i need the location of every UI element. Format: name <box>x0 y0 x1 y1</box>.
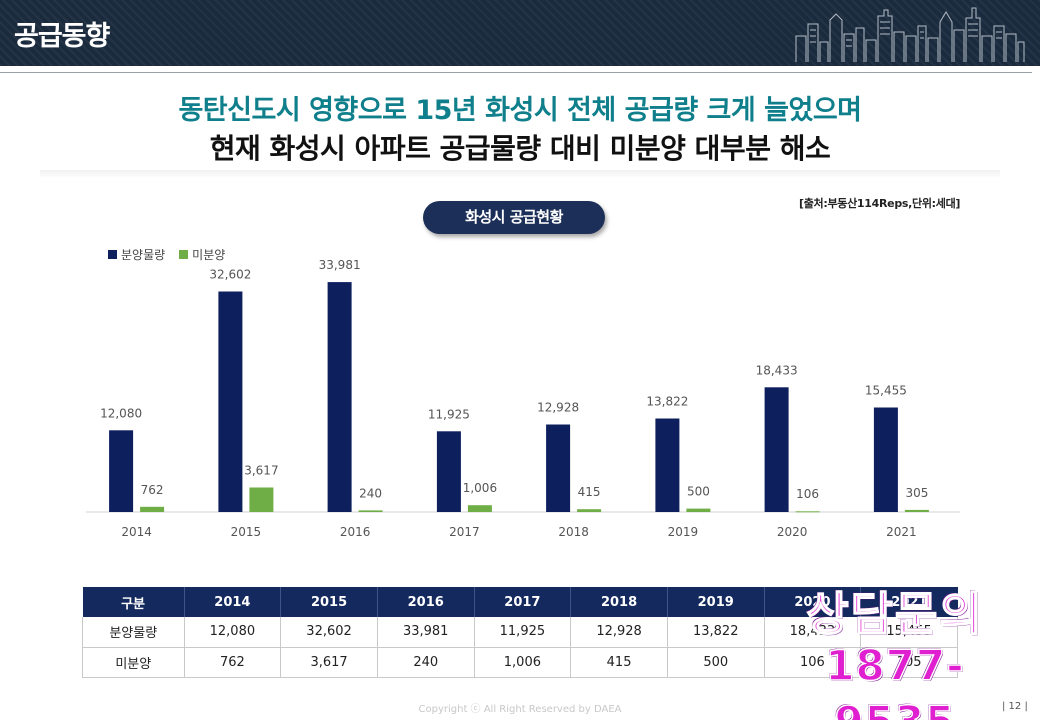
bar-supply-2019 <box>655 418 680 512</box>
legend-swatch-unsold <box>179 250 189 259</box>
table-header-cell: 2017 <box>474 587 572 617</box>
bar-unsold-2017 <box>467 505 492 512</box>
table-cell: 12,928 <box>570 617 668 648</box>
table-header-cell: 2021 <box>860 587 958 617</box>
page-number: | 12 | <box>1002 701 1028 712</box>
x-tick-label-2017: 2017 <box>449 525 480 539</box>
table-cell: 1,006 <box>474 647 572 678</box>
supply-bar-chart: 12,080 762 2014 32,602 3,617 2015 33,981 240 201… <box>86 258 960 539</box>
data-label-unsold-2015: 3,617 <box>244 464 278 478</box>
table-cell: 3,617 <box>280 647 378 678</box>
bar-unsold-2018 <box>577 509 602 512</box>
header-divider <box>0 72 1032 73</box>
data-label-supply-2016: 33,981 <box>319 258 361 272</box>
data-label-unsold-2018: 415 <box>578 485 601 499</box>
table-cell: 762 <box>184 647 282 678</box>
chart-legend: 분양물량 미분양 <box>108 246 239 263</box>
legend-label-supply: 분양물량 <box>121 248 166 262</box>
table-cell: 32,602 <box>280 617 378 648</box>
data-label-supply-2014: 12,080 <box>100 406 142 420</box>
skyline-illustration <box>795 7 1025 62</box>
page-title: 공급동향 <box>14 21 110 52</box>
table-header-cell: 2018 <box>570 587 668 617</box>
supply-data-table: 구분 2014 2015 2016 2017 2018 2019 2020 20… <box>82 587 958 678</box>
data-label-supply-2020: 18,433 <box>756 363 798 377</box>
header-bar: 공급동향 <box>0 0 1040 66</box>
bar-unsold-2021 <box>904 509 929 512</box>
table-cell: 18,433 <box>764 617 862 648</box>
bar-unsold-2014 <box>140 506 165 512</box>
data-label-unsold-2017: 1,006 <box>463 481 497 495</box>
data-label-supply-2018: 12,928 <box>537 401 579 415</box>
table-cell: 15,455 <box>860 617 958 648</box>
x-tick-label-2020: 2020 <box>777 525 808 539</box>
data-label-unsold-2016: 240 <box>359 486 382 500</box>
table-header-cell: 구분 <box>82 587 185 617</box>
bar-unsold-2020 <box>795 511 820 513</box>
table-header-cell: 2020 <box>764 587 862 617</box>
bar-supply-2015 <box>218 291 243 512</box>
table-header-cell: 2019 <box>667 587 765 617</box>
x-tick-label-2016: 2016 <box>340 525 371 539</box>
table-header-cell: 2016 <box>377 587 475 617</box>
table-cell: 33,981 <box>377 617 475 648</box>
table-header-row: 구분 2014 2015 2016 2017 2018 2019 2020 20… <box>82 587 958 617</box>
footer-copyright: Copyright ⓒ All Right Reserved by DAEA <box>418 704 622 715</box>
bar-unsold-2019 <box>686 508 711 512</box>
x-tick-label-2018: 2018 <box>558 525 589 539</box>
data-label-unsold-2021: 305 <box>905 486 928 500</box>
table-header-cell: 2014 <box>184 587 282 617</box>
data-label-supply-2015: 32,602 <box>209 268 251 282</box>
data-label-unsold-2020: 106 <box>796 487 819 501</box>
table-cell: 305 <box>860 647 958 678</box>
table-cell: 분양물량 <box>82 617 185 648</box>
data-label-supply-2021: 15,455 <box>865 384 907 398</box>
table-cell: 106 <box>764 647 862 678</box>
table-cell: 12,080 <box>184 617 282 648</box>
legend-label-unsold: 미분양 <box>192 248 226 262</box>
table-cell: 500 <box>667 647 765 678</box>
x-tick-label-2014: 2014 <box>121 525 152 539</box>
data-label-unsold-2014: 762 <box>141 483 164 497</box>
bar-supply-2017 <box>436 431 461 512</box>
data-label-supply-2019: 13,822 <box>646 395 688 409</box>
data-label-supply-2017: 11,925 <box>428 407 470 421</box>
bar-supply-2016 <box>327 282 352 512</box>
table-cell: 415 <box>570 647 668 678</box>
source-note: [출처:부동산114Reps,단위:세대] <box>799 197 961 210</box>
table-row: 미분양 762 3,617 240 1,006 415 500 106 305 <box>82 647 958 678</box>
headline-line-2: 현재 화성시 아파트 공급물량 대비 미분양 대부분 해소 <box>209 132 831 165</box>
headline-line-1: 동탄신도시 영향으로 15년 화성시 전체 공급량 크게 늘었으며 <box>178 95 862 126</box>
bar-supply-2020 <box>764 387 789 512</box>
bar-supply-2018 <box>546 424 571 512</box>
table-cell: 11,925 <box>474 617 572 648</box>
x-tick-label-2015: 2015 <box>231 525 262 539</box>
legend-swatch-supply <box>108 250 117 259</box>
data-label-unsold-2019: 500 <box>687 485 710 499</box>
bar-unsold-2016 <box>358 510 383 512</box>
bar-supply-2021 <box>873 407 898 512</box>
table-row: 분양물량 12,080 32,602 33,981 11,925 12,928 … <box>82 617 958 648</box>
table-cell: 240 <box>377 647 475 678</box>
table-cell: 13,822 <box>667 617 765 648</box>
headline-shadow <box>40 170 1000 178</box>
legend-item-unsold: 미분양 <box>179 246 225 263</box>
x-tick-label-2019: 2019 <box>668 525 699 539</box>
table-header-cell: 2015 <box>280 587 378 617</box>
table-cell: 미분양 <box>82 647 185 678</box>
bar-supply-2014 <box>109 430 134 512</box>
x-tick-label-2021: 2021 <box>886 525 917 539</box>
bar-unsold-2015 <box>249 487 274 512</box>
legend-item-supply: 분양물량 <box>108 246 165 263</box>
chart-title-pill: 화성시 공급현황 <box>423 201 605 234</box>
